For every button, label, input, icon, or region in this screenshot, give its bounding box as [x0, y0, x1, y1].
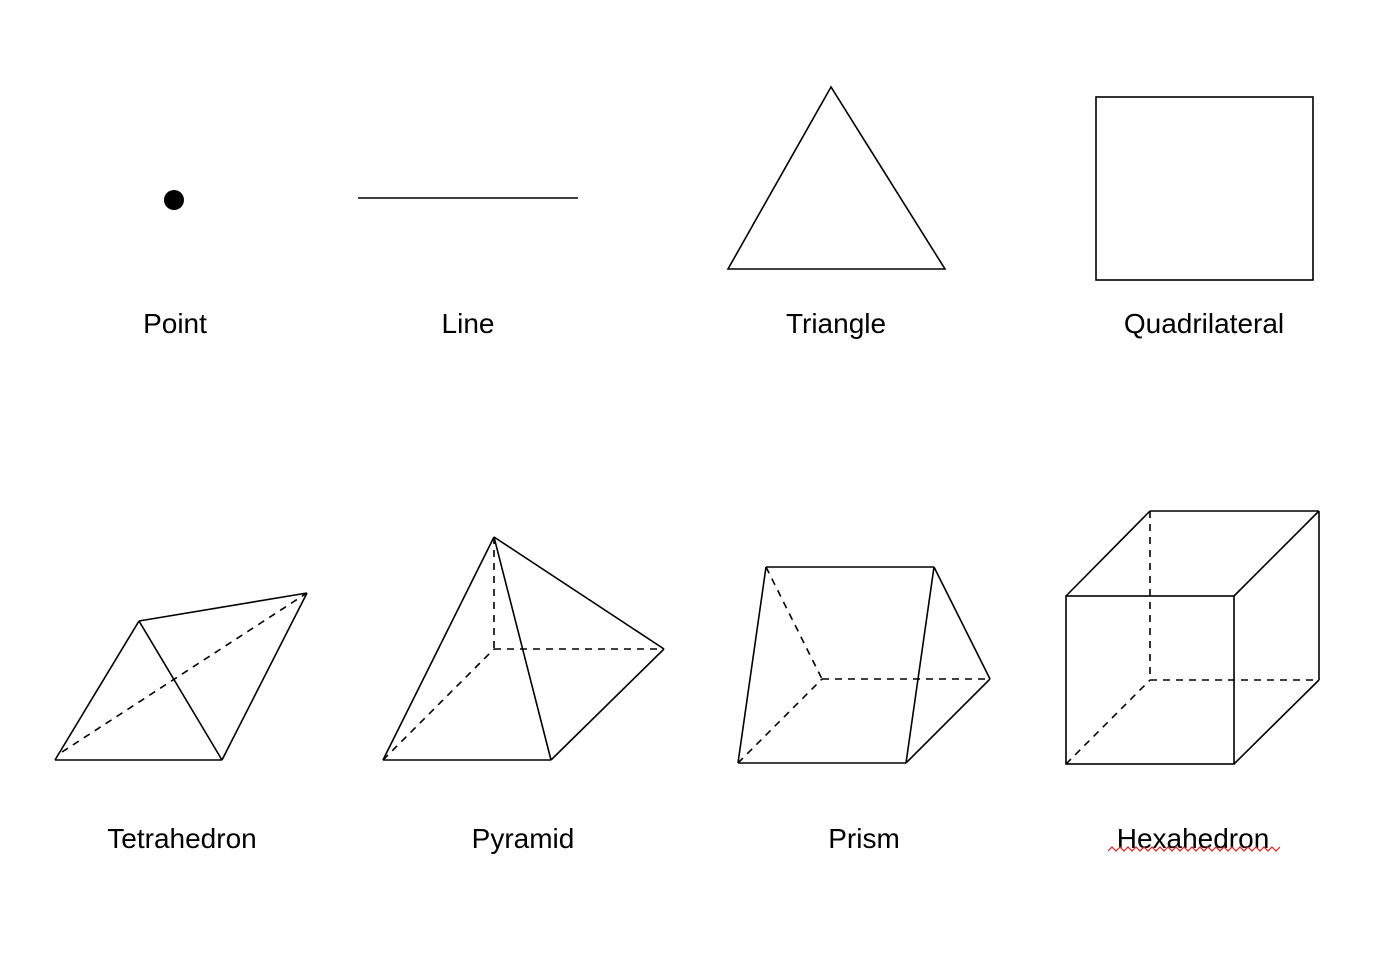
pyramid-label: Pyramid	[471, 823, 575, 854]
tetrahedron-shape	[54, 592, 308, 761]
point-shape	[164, 190, 184, 210]
line-label: Line	[441, 308, 495, 339]
spellcheck-underline	[1108, 846, 1280, 852]
triangle-shape	[726, 85, 947, 270]
triangle-label: Triangle	[785, 308, 887, 339]
quadrilateral-shape	[1095, 96, 1314, 281]
prism-shape	[737, 566, 991, 764]
prism-label: Prism	[828, 823, 900, 854]
quadrilateral-label: Quadrilateral	[1123, 308, 1285, 339]
hexahedron-shape	[1065, 510, 1320, 765]
pyramid-shape	[382, 536, 665, 761]
tetrahedron-label: Tetrahedron	[107, 823, 257, 854]
point-label: Point	[143, 308, 207, 339]
